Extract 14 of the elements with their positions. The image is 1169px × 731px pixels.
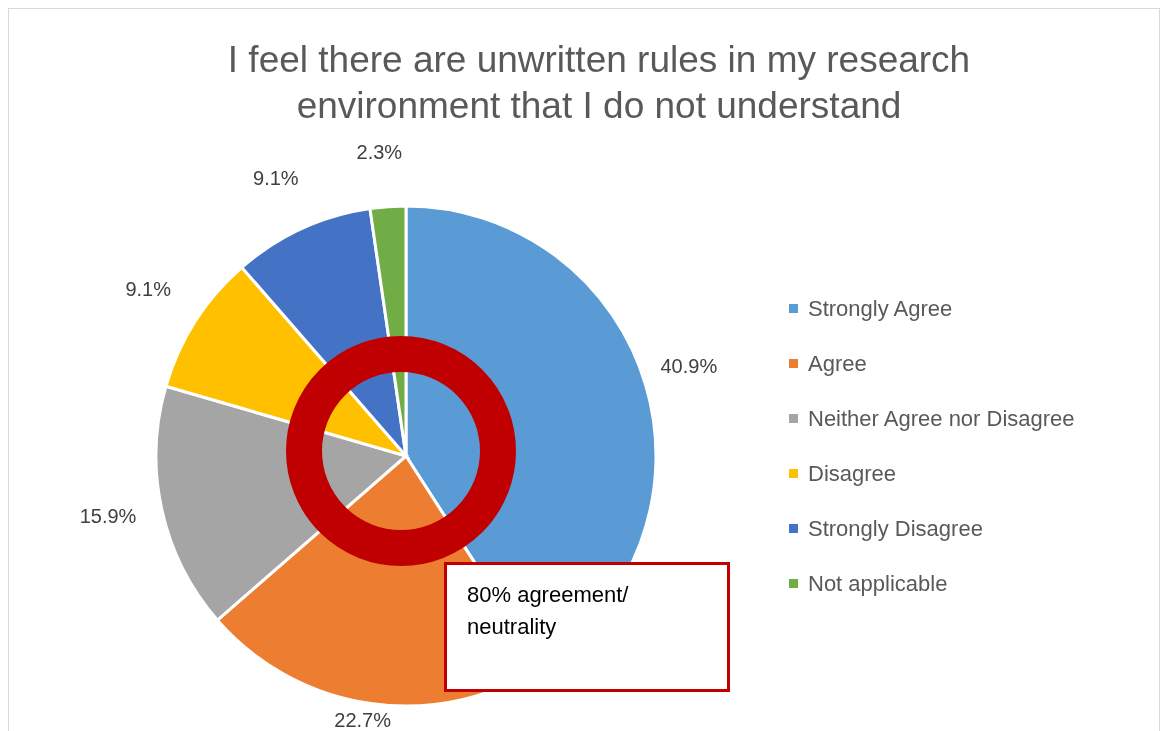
- data-label: 2.3%: [356, 140, 403, 163]
- legend-label: Strongly Agree: [808, 295, 953, 322]
- text: 80% agreement/ neutrality: [444, 562, 730, 692]
- legend-label: Strongly Disagree: [808, 515, 983, 542]
- legend-label: Agree: [808, 350, 867, 377]
- legend-label: Not applicable: [808, 570, 948, 597]
- data-label: 15.9%: [79, 504, 137, 527]
- data-label: 9.1%: [253, 167, 299, 190]
- data-label: 22.7%: [334, 709, 392, 731]
- data-label: 40.9%: [660, 355, 718, 378]
- legend-label: Disagree: [808, 460, 897, 487]
- chart-title: I feel there are unwritten rules in my research environment that I do not understand: [226, 38, 972, 128]
- legend-label: Neither Agree nor Disagree: [808, 405, 1075, 432]
- data-label: 9.1%: [125, 278, 172, 301]
